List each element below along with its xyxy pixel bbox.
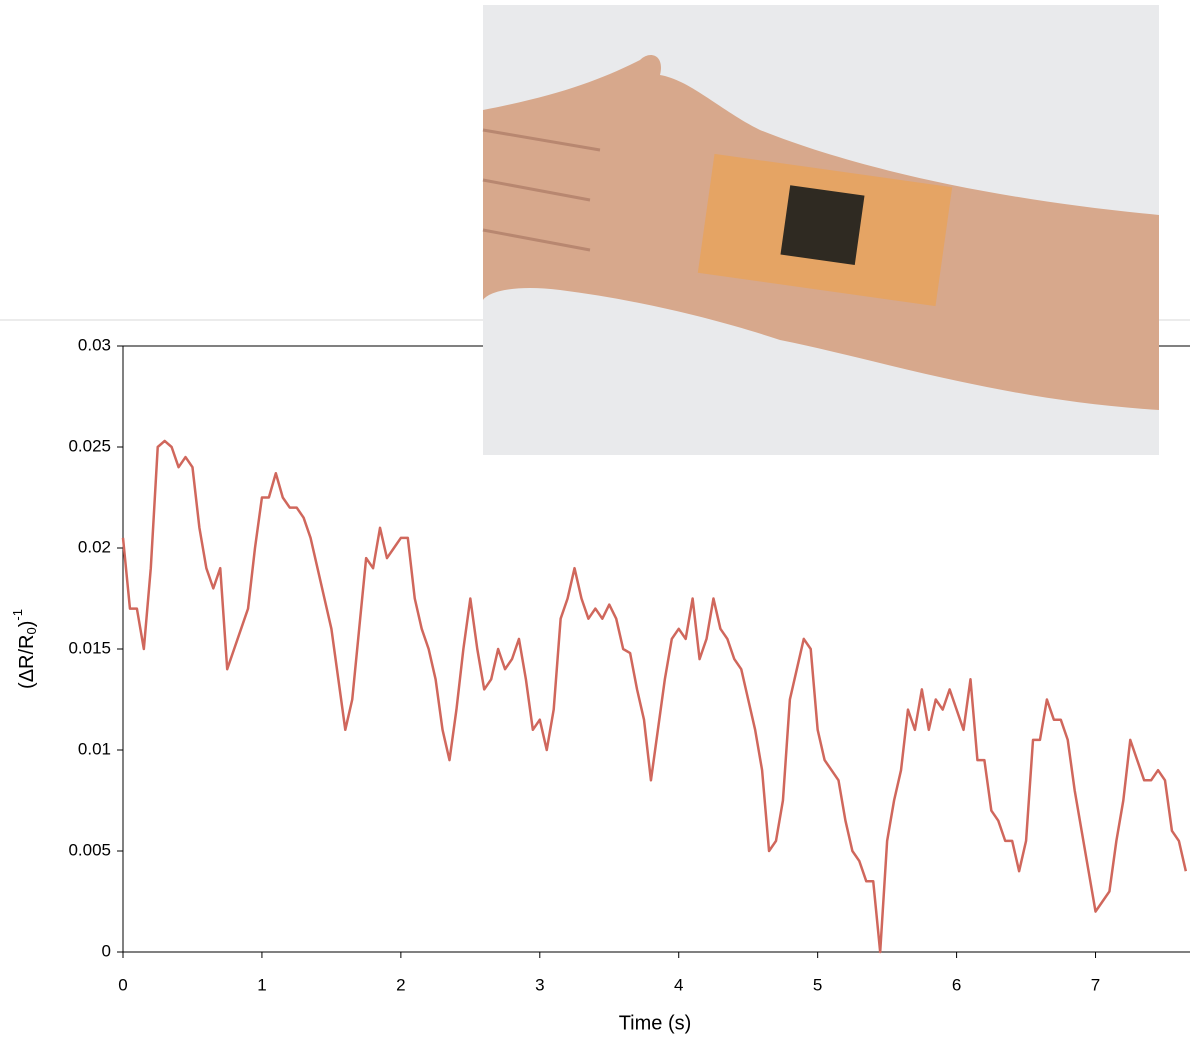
x-tick-label: 0 [118, 975, 127, 994]
x-tick-label: 6 [952, 975, 961, 994]
photo-inset [483, 5, 1159, 455]
y-tick-label: 0.03 [78, 335, 111, 354]
y-title-sub: 0 [24, 627, 39, 634]
y-tick-label: 0.005 [68, 840, 111, 859]
y-tick-label: 0 [102, 941, 111, 960]
y-title-main: (ΔR/R [16, 635, 38, 689]
x-tick-label: 7 [1091, 975, 1100, 994]
x-axis-title: Time (s) [619, 1012, 692, 1034]
x-tick-label: 2 [396, 975, 405, 994]
y-tick-label: 0.01 [78, 739, 111, 758]
x-tick-label: 3 [535, 975, 544, 994]
x-tick-label: 1 [257, 975, 266, 994]
y-title-sup: -1 [10, 609, 25, 621]
x-tick-label: 4 [674, 975, 683, 994]
y-tick-label: 0.02 [78, 537, 111, 556]
y-axis-title: (ΔR/R0)-1 [10, 609, 39, 689]
y-tick-label: 0.015 [68, 638, 111, 657]
chart: Time (s) (ΔR/R0)-1 00.0050.010.0150.020.… [0, 0, 1190, 1044]
data-line [123, 441, 1186, 952]
x-tick-label: 5 [813, 975, 822, 994]
sensor [780, 185, 864, 265]
y-tick-label: 0.025 [68, 436, 111, 455]
y-title-close: ) [16, 621, 38, 628]
